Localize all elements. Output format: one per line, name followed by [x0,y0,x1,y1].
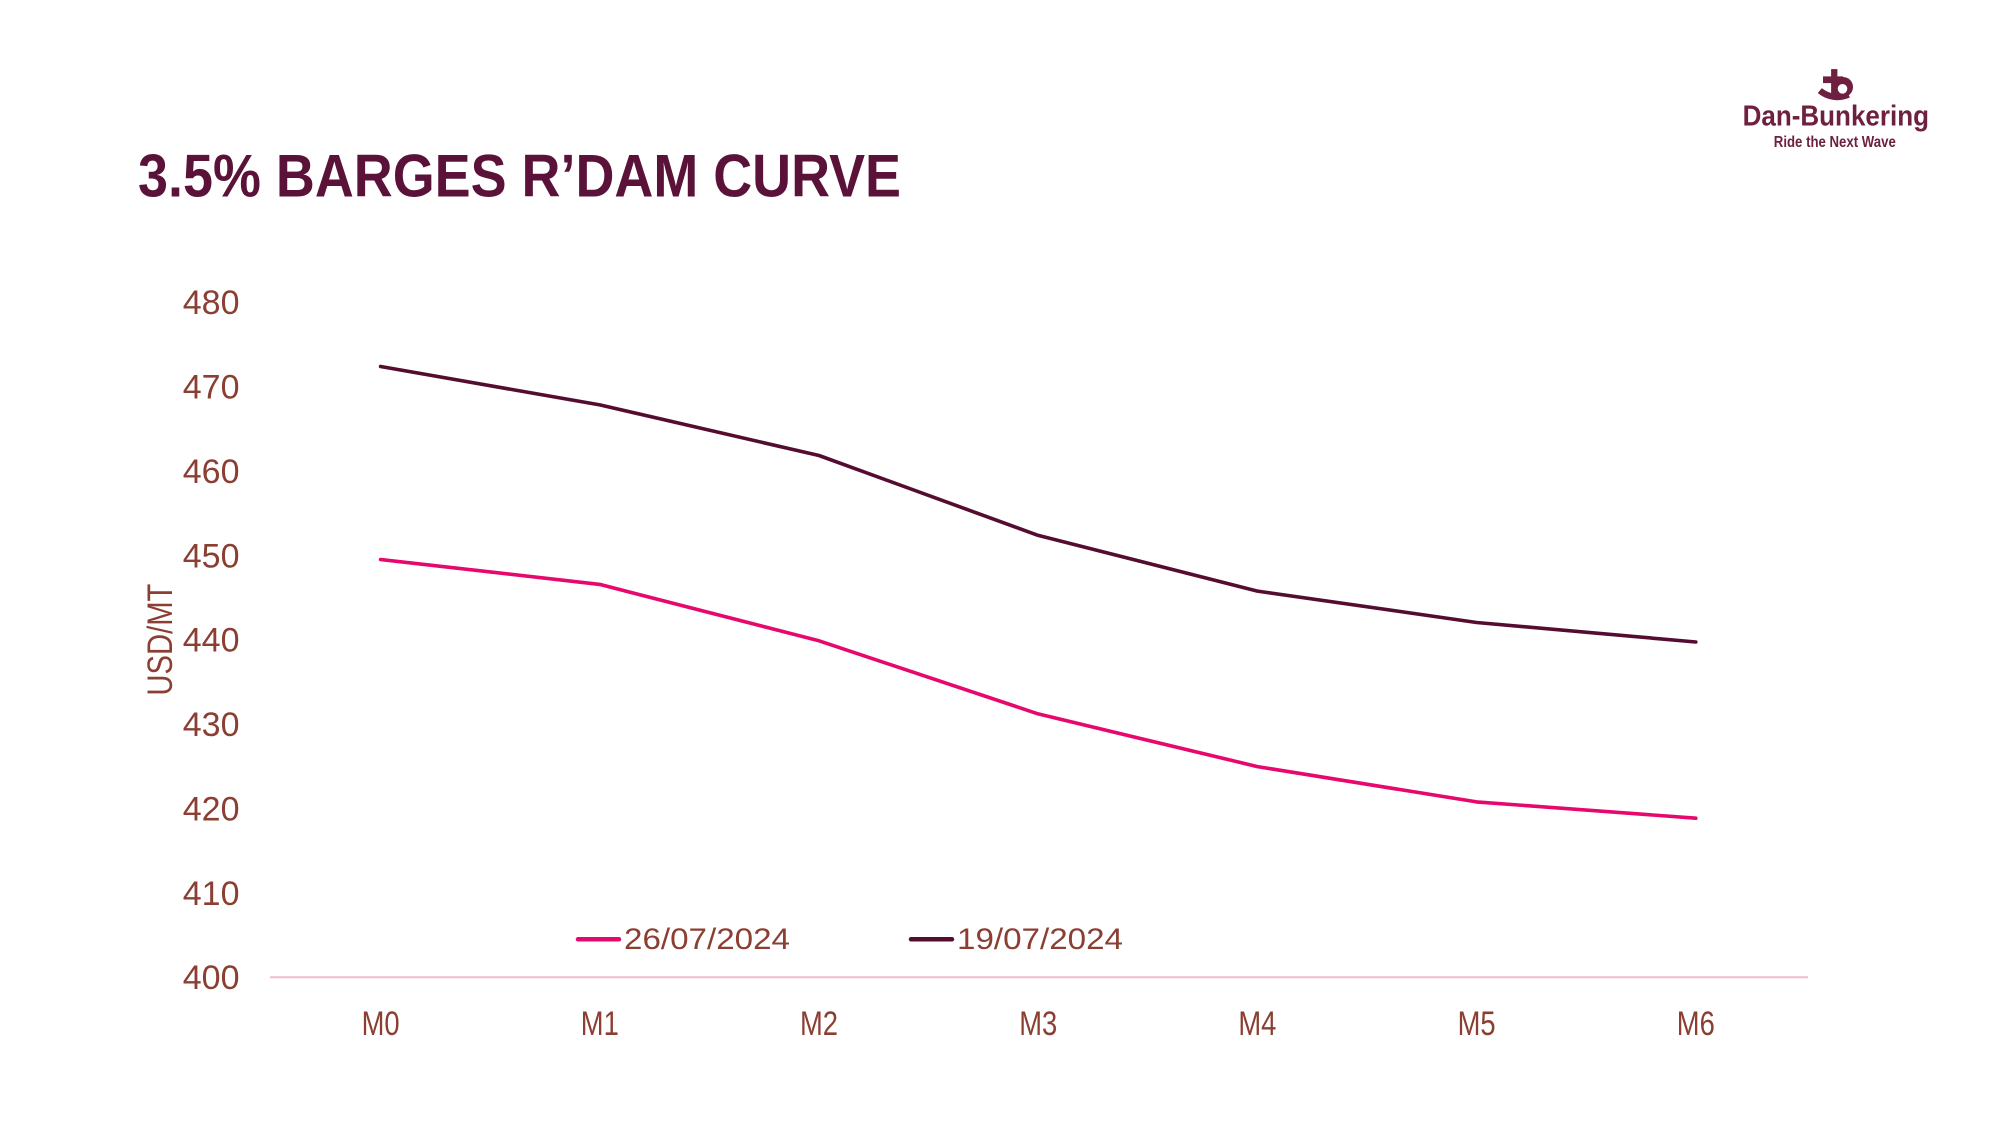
svg-text:430: 430 [183,706,240,744]
svg-text:M1: M1 [581,1005,619,1043]
svg-text:450: 450 [183,537,240,575]
svg-text:19/07/2024: 19/07/2024 [957,923,1123,956]
svg-text:470: 470 [183,369,240,407]
svg-text:M6: M6 [1677,1005,1715,1043]
svg-text:26/07/2024: 26/07/2024 [624,923,790,956]
svg-text:3.5% BARGES R’DAM CURVE: 3.5% BARGES R’DAM CURVE [138,143,901,210]
svg-text:M4: M4 [1238,1005,1276,1043]
svg-text:400: 400 [183,959,240,997]
svg-text:460: 460 [183,453,240,491]
svg-text:M0: M0 [362,1005,400,1043]
svg-text:USD/MT: USD/MT [141,584,180,696]
svg-text:M3: M3 [1019,1005,1057,1043]
svg-text:M5: M5 [1458,1005,1496,1043]
svg-text:420: 420 [183,791,240,829]
svg-text:480: 480 [183,284,240,322]
svg-text:Ride the Next Wave: Ride the Next Wave [1774,134,1896,151]
svg-text:Dan-Bunkering: Dan-Bunkering [1743,101,1929,133]
svg-text:M2: M2 [800,1005,838,1043]
svg-text:410: 410 [183,875,240,913]
svg-text:440: 440 [183,622,240,660]
